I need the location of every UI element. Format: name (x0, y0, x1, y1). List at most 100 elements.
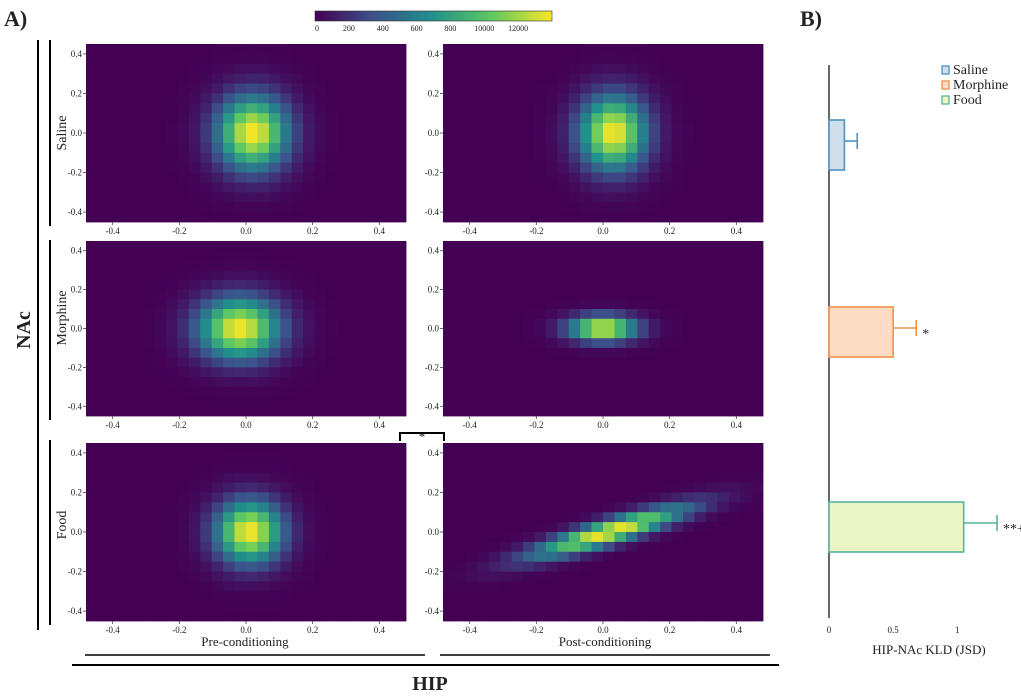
heatmap-cell (580, 561, 592, 572)
heatmap-cell (545, 133, 558, 144)
heatmap-cell (465, 443, 478, 454)
heatmap-cell (131, 260, 144, 271)
heatmap-cell (177, 113, 190, 124)
heatmap-cell (580, 347, 592, 359)
heatmap-cell (383, 367, 395, 378)
legend-swatch (941, 80, 950, 90)
heatmap-cell (97, 512, 110, 523)
heatmap-cell (740, 192, 752, 203)
heatmap-cell (557, 532, 570, 543)
heatmap-cell (326, 103, 338, 114)
heatmap-cell (523, 541, 535, 553)
heatmap-cell (360, 103, 373, 114)
heatmap-cell (326, 386, 338, 397)
heatmap-cell (580, 482, 592, 493)
heatmap-cell (200, 377, 213, 388)
heatmap-cell (728, 561, 741, 572)
heatmap-cell (477, 299, 490, 310)
heatmap-cell (488, 241, 501, 252)
heatmap-cell (614, 73, 627, 84)
heatmap-cell (511, 452, 524, 464)
heatmap-cell (177, 443, 190, 454)
x-tick-label: 0.2 (664, 625, 675, 635)
heatmap-cell (303, 347, 315, 359)
heatmap-cell (360, 289, 373, 300)
colorbar-tick-label: 400 (377, 24, 389, 33)
heatmap-cell (97, 492, 110, 503)
legend-swatch (941, 95, 950, 105)
heatmap-cell (200, 482, 213, 493)
heatmap-cell (120, 561, 133, 572)
heatmap-cell (154, 472, 167, 483)
heatmap-cell (360, 472, 373, 483)
heatmap-cell (188, 241, 201, 252)
heatmap-cell (488, 44, 501, 55)
y-tick-label: -0.2 (68, 567, 82, 577)
heatmap-cell (465, 63, 478, 75)
heatmap-cell (454, 611, 467, 622)
heatmap-cell (120, 182, 133, 193)
heatmap-cell (511, 377, 524, 388)
heatmap-cell (97, 279, 110, 291)
heatmap-cell (280, 73, 293, 84)
heatmap-cell (637, 328, 650, 339)
heatmap-cell (443, 472, 455, 483)
heatmap-cell (603, 270, 615, 281)
heatmap-cell (660, 357, 672, 368)
heatmap-cell (108, 309, 121, 320)
heatmap-cell (177, 591, 190, 602)
heatmap-cell (177, 83, 190, 94)
heatmap-cell (523, 260, 535, 271)
heatmap-cell (348, 338, 361, 349)
heatmap-cell (97, 212, 110, 223)
heatmap-cell (188, 522, 201, 533)
heatmap-cell (371, 241, 384, 252)
heatmap-cell (671, 93, 684, 104)
heatmap-cell (625, 318, 638, 329)
heatmap-cell (591, 386, 604, 397)
heatmap-cell (348, 541, 361, 553)
heatmap-cell (257, 270, 270, 281)
heatmap-cell (465, 192, 478, 203)
heatmap-cell (86, 142, 98, 154)
heatmap-cell (465, 472, 478, 483)
heatmap-cell (500, 289, 512, 300)
heatmap-cell (488, 377, 501, 388)
heatmap-cell (211, 279, 224, 291)
heatmap-cell (154, 581, 167, 592)
heatmap-cell (477, 73, 490, 84)
heatmap-cell (568, 93, 581, 104)
x-tick-label: 0.4 (374, 420, 386, 430)
heatmap-cell (257, 182, 270, 193)
heatmap-cell (488, 212, 501, 223)
heatmap-cell (614, 502, 627, 513)
heatmap-cell (591, 611, 604, 622)
heatmap-cell (86, 571, 98, 582)
heatmap-cell (120, 113, 133, 124)
y-tick-label: 0.0 (71, 324, 83, 334)
heatmap-cell (314, 561, 327, 572)
heatmap-cell (488, 123, 501, 134)
heatmap-cell (154, 162, 167, 173)
heatmap-cell (580, 406, 592, 417)
legend-label: Saline (953, 63, 988, 78)
heatmap-cell (545, 299, 558, 310)
heatmap-cell (557, 270, 570, 281)
heatmap-cell (637, 202, 650, 213)
heatmap-cell (740, 386, 752, 397)
heatmap-cell (648, 212, 661, 223)
heatmap-cell (683, 611, 695, 622)
heatmap-cell (280, 452, 293, 464)
heatmap-cell (580, 182, 592, 193)
heatmap-cell (86, 551, 98, 563)
heatmap-cell (143, 541, 155, 553)
heatmap-cell (314, 44, 327, 55)
heatmap-cell (568, 377, 581, 388)
heatmap-cell (268, 551, 281, 563)
heatmap-cell (523, 289, 535, 300)
heatmap-cell (337, 502, 350, 513)
heatmap-cell (268, 142, 281, 154)
heatmap-cell (580, 142, 592, 154)
heatmap-cell (591, 482, 604, 493)
heatmap-cell (154, 396, 167, 407)
